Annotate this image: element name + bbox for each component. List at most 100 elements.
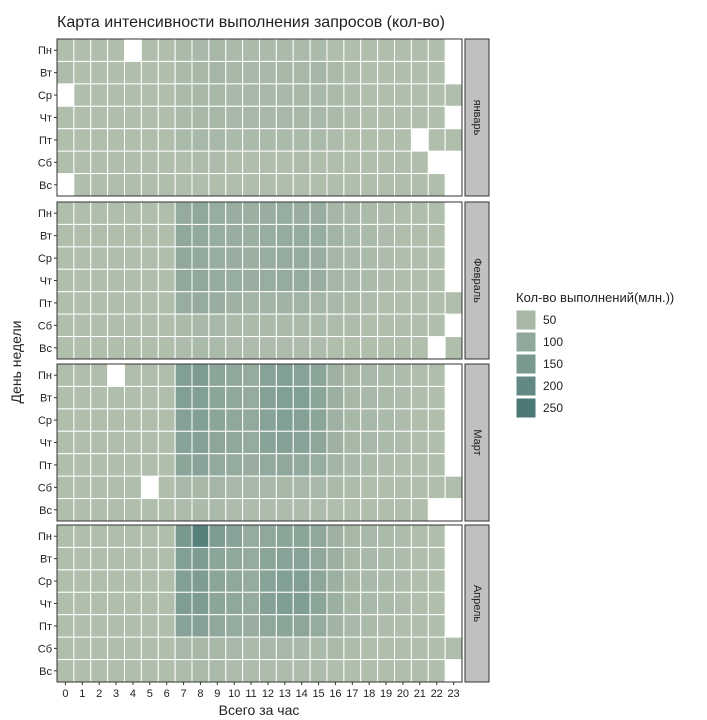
y-tick-label: Вс <box>39 180 52 192</box>
heatmap-cell <box>360 201 379 225</box>
heatmap-cell <box>377 569 396 593</box>
heatmap-cell <box>73 524 92 548</box>
heatmap-cell <box>343 223 362 248</box>
heatmap-cell <box>326 546 345 571</box>
heatmap-cell <box>107 313 126 338</box>
heatmap-cell <box>394 336 412 360</box>
heatmap-cell <box>174 546 193 571</box>
y-tick-label: Сб <box>38 482 52 494</box>
heatmap-cell <box>208 60 227 85</box>
heatmap-cell <box>242 128 261 152</box>
heatmap-cell <box>292 38 311 62</box>
heatmap-cell <box>326 60 345 85</box>
x-tick-label: 6 <box>164 688 170 700</box>
y-tick-label: Чт <box>40 276 52 288</box>
heatmap-cell <box>394 614 412 638</box>
heatmap-cell <box>292 591 311 616</box>
heatmap-cell <box>292 105 311 130</box>
heatmap-cell <box>107 636 126 661</box>
heatmap-cell <box>410 201 429 225</box>
heatmap-cell <box>275 268 294 293</box>
heatmap-cell <box>174 268 193 293</box>
x-axis: 0 1 2 3 4 5 6 7 8 9 10 11 12 13 14 15 16 17 18 19 20 21 22 23 <box>62 682 460 700</box>
heatmap-cell <box>326 659 345 683</box>
heatmap-cell <box>107 591 126 616</box>
x-tick-label: 23 <box>447 688 459 700</box>
heatmap-cell <box>140 313 159 338</box>
heatmap-cell <box>107 453 126 477</box>
heatmap-cell <box>225 83 244 107</box>
heatmap-cell <box>174 313 193 338</box>
heatmap-cell <box>56 591 75 616</box>
heatmap-cell <box>309 291 328 315</box>
heatmap-cell <box>90 475 109 500</box>
heatmap-cell <box>343 268 362 293</box>
heatmap-cell <box>259 60 277 85</box>
heatmap-cell <box>174 363 193 387</box>
heatmap-cell <box>292 408 311 432</box>
y-tick-label: Вт <box>40 393 52 405</box>
heatmap-cell <box>157 614 176 638</box>
heatmap-cell <box>157 246 176 270</box>
heatmap-cell <box>275 291 294 315</box>
heatmap-cell <box>242 150 261 175</box>
heatmap-cell <box>360 223 379 248</box>
heatmap-cell <box>326 475 345 500</box>
heatmap-cell <box>309 614 328 638</box>
heatmap-cell <box>360 408 379 432</box>
heatmap-cell <box>208 268 227 293</box>
heatmap-cell <box>107 223 126 248</box>
heatmap-cell <box>343 105 362 130</box>
heatmap-cell <box>343 291 362 315</box>
heatmap-cell <box>259 128 277 152</box>
x-tick-label: 16 <box>329 688 341 700</box>
y-tick-label: Вт <box>40 68 52 80</box>
heatmap-cell <box>259 498 277 522</box>
heatmap-cell <box>73 453 92 477</box>
heatmap-cell <box>292 83 311 107</box>
y-tick-label: Чт <box>40 438 52 450</box>
heatmap-cell <box>394 385 412 410</box>
heatmap-cell <box>140 83 159 107</box>
heatmap-cell <box>309 430 328 455</box>
heatmap-cell <box>394 291 412 315</box>
heatmap-cell <box>427 291 446 315</box>
heatmap-cell <box>343 336 362 360</box>
heatmap-cell <box>174 336 193 360</box>
y-tick-label: Чт <box>40 599 52 611</box>
heatmap-cell <box>157 498 176 522</box>
heatmap-cell <box>360 363 379 387</box>
heatmap-cell <box>242 659 261 683</box>
legend-label: 200 <box>543 379 563 393</box>
heatmap-cell <box>225 173 244 197</box>
heatmap-cell <box>394 201 412 225</box>
heatmap-cell <box>410 60 429 85</box>
heatmap-cell <box>157 291 176 315</box>
x-tick-label: 1 <box>79 688 85 700</box>
heatmap-cell <box>174 430 193 455</box>
heatmap-cell <box>275 363 294 387</box>
y-tick-label: Вс <box>39 666 52 678</box>
heatmap-cell <box>377 636 396 661</box>
heatmap-cell <box>140 614 159 638</box>
heatmap-cell <box>208 246 227 270</box>
heatmap-cell <box>107 83 126 107</box>
panel-2: Пн Вт Ср Чт Пт Сб Вс Февраль <box>38 201 490 360</box>
heatmap-cell <box>326 524 345 548</box>
heatmap-cell <box>275 636 294 661</box>
legend: Кол-во выполнений(млн.)) 50 100 150 200 250 <box>515 290 674 419</box>
heatmap-cell <box>107 150 126 175</box>
heatmap-cell <box>410 363 429 387</box>
heatmap-cell <box>56 636 75 661</box>
heatmap-cell <box>157 524 176 548</box>
heatmap-cell <box>309 336 328 360</box>
x-tick-label: 9 <box>214 688 220 700</box>
heatmap-cell <box>191 430 210 455</box>
heatmap-cell <box>259 313 277 338</box>
heatmap-cell <box>292 223 311 248</box>
heatmap-cell <box>377 173 396 197</box>
heatmap-cell <box>107 60 126 85</box>
heatmap-cell <box>309 173 328 197</box>
heatmap-cell <box>427 201 446 225</box>
y-tick-label: Вт <box>40 231 52 243</box>
